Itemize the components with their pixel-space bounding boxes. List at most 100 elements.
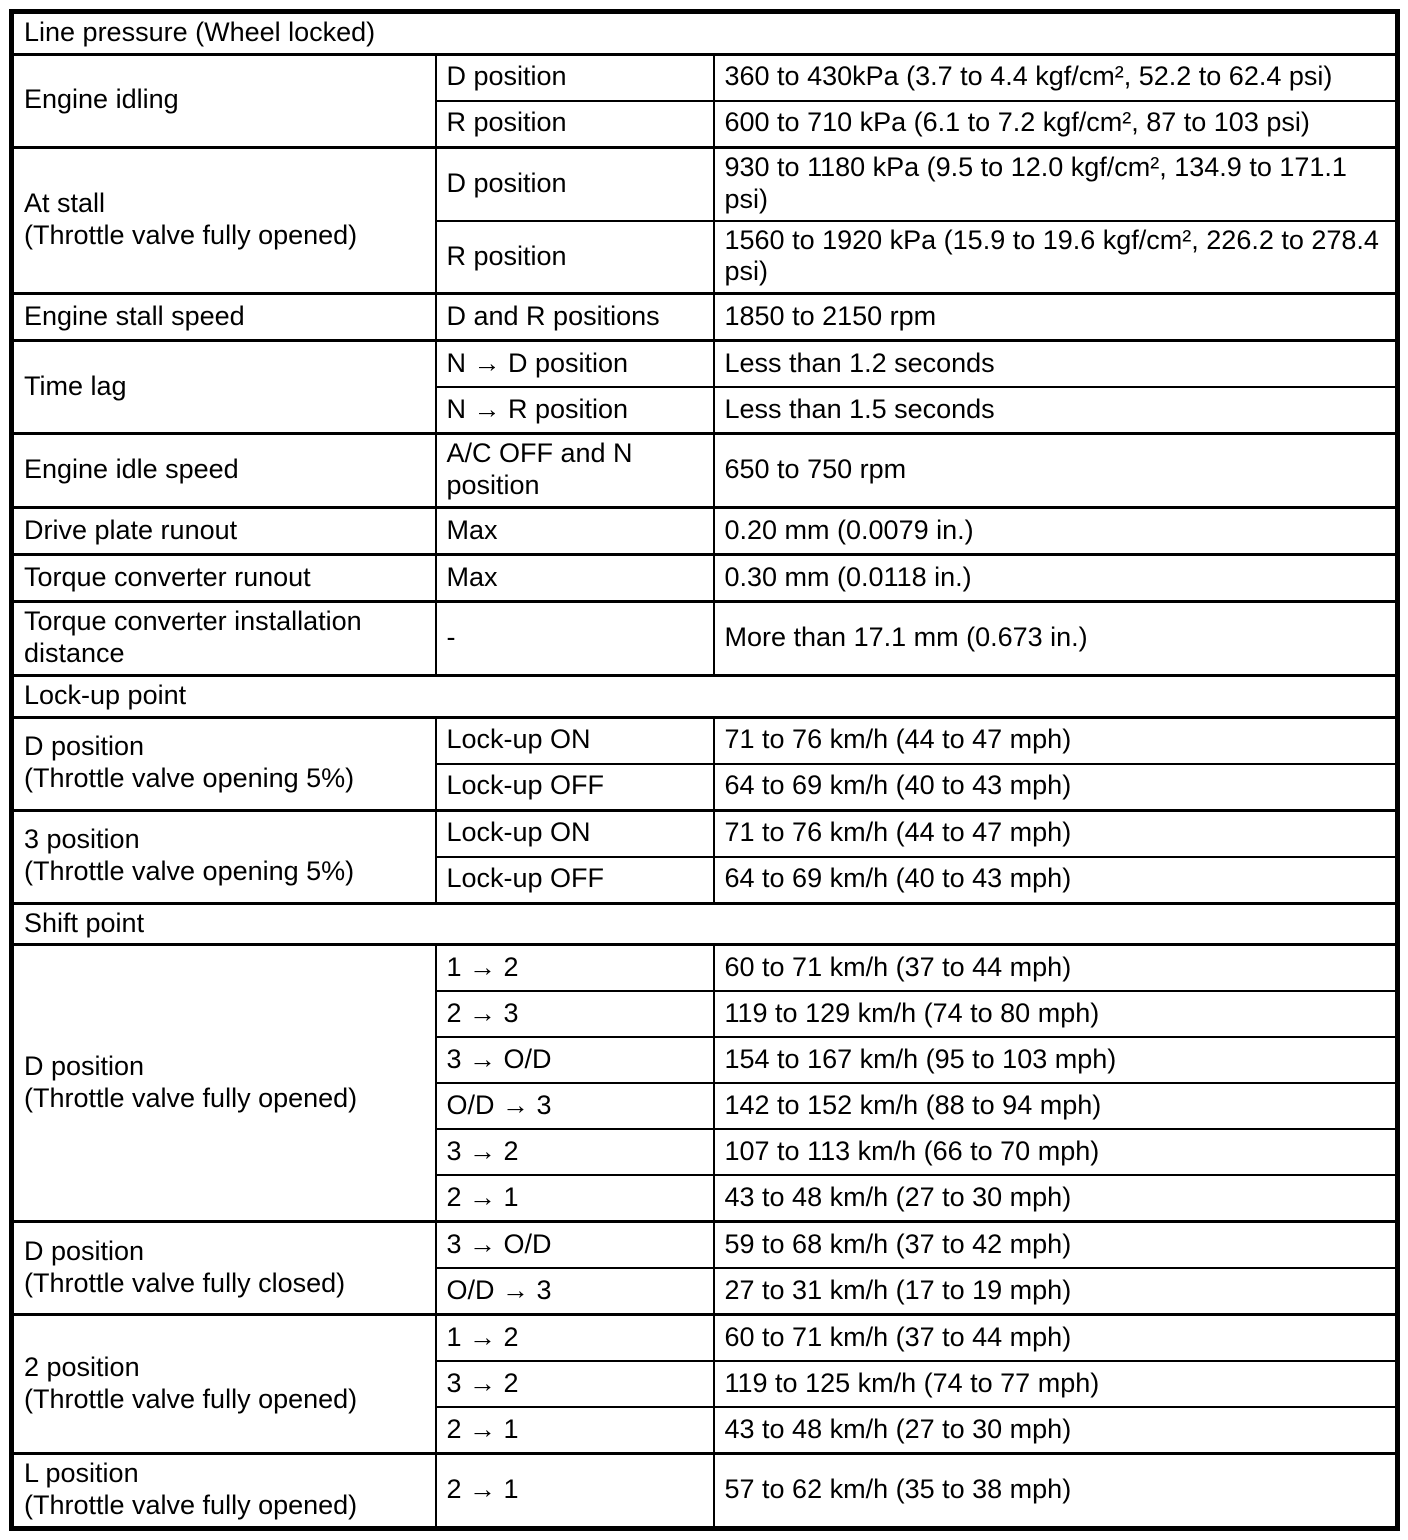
table-row: Lock-up OFF 64 to 69 km/h (40 to 43 mph) (12, 855, 1399, 905)
condition-cell: 3 → O/D (434, 1220, 715, 1270)
condition-cell: 2 → 1 (434, 1452, 715, 1530)
condition-cell: Lock-up OFF (434, 855, 715, 905)
row-label: D position (Throttle valve fully closed) (10, 1220, 437, 1316)
table-row: O/D → 3 142 to 152 km/h (88 to 94 mph) (12, 1082, 1399, 1131)
table-row: Engine idle speed A/C OFF and N position… (10, 432, 1399, 509)
row-label: At stall (Throttle valve fully opened) (10, 145, 437, 295)
value-cell: 0.30 mm (0.0118 in.) (712, 553, 1399, 603)
table-row: O/D → 3 27 to 31 km/h (17 to 19 mph) (12, 1267, 1399, 1316)
value-cell: 119 to 125 km/h (74 to 77 mph) (712, 1360, 1399, 1409)
table-row: L position (Throttle valve fully opened)… (10, 1452, 1399, 1530)
row-label: Engine idling (10, 52, 437, 149)
table-row: R position 600 to 710 kPa (6.1 to 7.2 kg… (12, 99, 1399, 149)
condition-cell: Max (434, 553, 715, 603)
table-row: 3 position (Throttle valve opening 5%) L… (10, 808, 1399, 905)
value-cell: 360 to 430kPa (3.7 to 4.4 kgf/cm², 52.2 … (712, 52, 1399, 102)
row-label: Drive plate runout (10, 506, 437, 556)
value-cell: 0.20 mm (0.0079 in.) (712, 506, 1399, 556)
table-row: 3 → 2 107 to 113 km/h (66 to 70 mph) (12, 1128, 1399, 1177)
value-cell: 64 to 69 km/h (40 to 43 mph) (712, 855, 1399, 905)
value-cell: 60 to 71 km/h (37 to 44 mph) (712, 943, 1399, 993)
row-label: 2 position (Throttle valve fully opened) (10, 1313, 437, 1455)
row-label: Torque converter installation distance (10, 600, 437, 677)
condition-cell: 2 → 1 (434, 1174, 715, 1223)
table-row: Torque converter installation distance -… (10, 600, 1399, 677)
table-row: D position (Throttle valve fully opened)… (10, 943, 1399, 1223)
condition-cell: O/D → 3 (434, 1267, 715, 1316)
value-cell: 1560 to 1920 kPa (15.9 to 19.6 kgf/cm², … (712, 219, 1399, 295)
value-cell: More than 17.1 mm (0.673 in.) (712, 600, 1399, 677)
value-cell: 60 to 71 km/h (37 to 44 mph) (712, 1313, 1399, 1363)
value-cell: 142 to 152 km/h (88 to 94 mph) (712, 1082, 1399, 1131)
value-cell: 650 to 750 rpm (712, 432, 1399, 509)
condition-cell: N → R position (434, 386, 715, 435)
row-label: 3 position (Throttle valve opening 5%) (10, 808, 437, 905)
value-cell: 107 to 113 km/h (66 to 70 mph) (712, 1128, 1399, 1177)
condition-cell: 1 → 2 (434, 943, 715, 993)
condition-cell: 3 → 2 (434, 1360, 715, 1409)
row-label: Time lag (10, 339, 437, 435)
table-row: 2 → 3 119 to 129 km/h (74 to 80 mph) (12, 990, 1399, 1039)
value-cell: 27 to 31 km/h (17 to 19 mph) (712, 1267, 1399, 1316)
table-row: Lock-up OFF 64 to 69 km/h (40 to 43 mph) (12, 762, 1399, 812)
condition-cell: D position (434, 145, 715, 222)
condition-cell: N → D position (434, 339, 715, 389)
section-title: Lock-up point (10, 673, 1399, 719)
table-row: Engine stall speed D and R positions 185… (10, 292, 1399, 342)
value-cell: 57 to 62 km/h (35 to 38 mph) (712, 1452, 1399, 1530)
table-row: Torque converter runout Max 0.30 mm (0.0… (10, 553, 1399, 603)
row-label: Engine idle speed (10, 432, 437, 509)
table-row: 2 position (Throttle valve fully opened)… (10, 1313, 1399, 1455)
row-label: Torque converter runout (10, 553, 437, 603)
spec-table: Line pressure (Wheel locked) Engine idli… (9, 9, 1401, 1532)
value-cell: 71 to 76 km/h (44 to 47 mph) (712, 808, 1399, 858)
section-header-row: Lock-up point (10, 673, 1399, 719)
condition-cell: R position (434, 219, 715, 295)
condition-cell: 2 → 1 (434, 1406, 715, 1455)
condition-cell: D and R positions (434, 292, 715, 342)
table-row: N → R position Less than 1.5 seconds (12, 386, 1399, 435)
row-label: D position (Throttle valve opening 5%) (10, 715, 437, 812)
condition-cell: 3 → 2 (434, 1128, 715, 1177)
condition-cell: O/D → 3 (434, 1082, 715, 1131)
table-row: At stall (Throttle valve fully opened) D… (10, 145, 1399, 295)
value-cell: 930 to 1180 kPa (9.5 to 12.0 kgf/cm², 13… (712, 145, 1399, 222)
row-label: D position (Throttle valve fully opened) (10, 943, 437, 1223)
condition-cell: R position (434, 99, 715, 149)
value-cell: 1850 to 2150 rpm (712, 292, 1399, 342)
condition-cell: 3 → O/D (434, 1036, 715, 1085)
condition-cell: 2 → 3 (434, 990, 715, 1039)
table-row: R position 1560 to 1920 kPa (15.9 to 19.… (12, 219, 1399, 295)
value-cell: 154 to 167 km/h (95 to 103 mph) (712, 1036, 1399, 1085)
table-row: Drive plate runout Max 0.20 mm (0.0079 i… (10, 506, 1399, 556)
condition-cell: - (434, 600, 715, 677)
value-cell: 59 to 68 km/h (37 to 42 mph) (712, 1220, 1399, 1270)
condition-cell: 1 → 2 (434, 1313, 715, 1363)
row-label: Engine stall speed (10, 292, 437, 342)
table-row: D position (Throttle valve opening 5%) L… (10, 715, 1399, 812)
table-row: Time lag N → D position Less than 1.2 se… (10, 339, 1399, 435)
row-label: L position (Throttle valve fully opened) (10, 1452, 437, 1530)
condition-cell: Lock-up OFF (434, 762, 715, 812)
value-cell: 43 to 48 km/h (27 to 30 mph) (712, 1406, 1399, 1455)
condition-cell: A/C OFF and N position (434, 432, 715, 509)
value-cell: 43 to 48 km/h (27 to 30 mph) (712, 1174, 1399, 1223)
table-row: Engine idling D position 360 to 430kPa (… (10, 52, 1399, 149)
condition-cell: Lock-up ON (434, 715, 715, 765)
section-header-row: Shift point (10, 901, 1399, 946)
value-cell: 119 to 129 km/h (74 to 80 mph) (712, 990, 1399, 1039)
value-cell: 71 to 76 km/h (44 to 47 mph) (712, 715, 1399, 765)
section-header-row: Line pressure (Wheel locked) (10, 10, 1399, 56)
value-cell: Less than 1.2 seconds (712, 339, 1399, 389)
condition-cell: D position (434, 52, 715, 102)
value-cell: 600 to 710 kPa (6.1 to 7.2 kgf/cm², 87 t… (712, 99, 1399, 149)
section-title: Shift point (10, 901, 1399, 946)
table-row: 3 → O/D 154 to 167 km/h (95 to 103 mph) (12, 1036, 1399, 1085)
value-cell: Less than 1.5 seconds (712, 386, 1399, 435)
value-cell: 64 to 69 km/h (40 to 43 mph) (712, 762, 1399, 812)
condition-cell: Lock-up ON (434, 808, 715, 858)
section-title: Line pressure (Wheel locked) (10, 10, 1399, 56)
table-row: D position (Throttle valve fully closed)… (10, 1220, 1399, 1316)
condition-cell: Max (434, 506, 715, 556)
